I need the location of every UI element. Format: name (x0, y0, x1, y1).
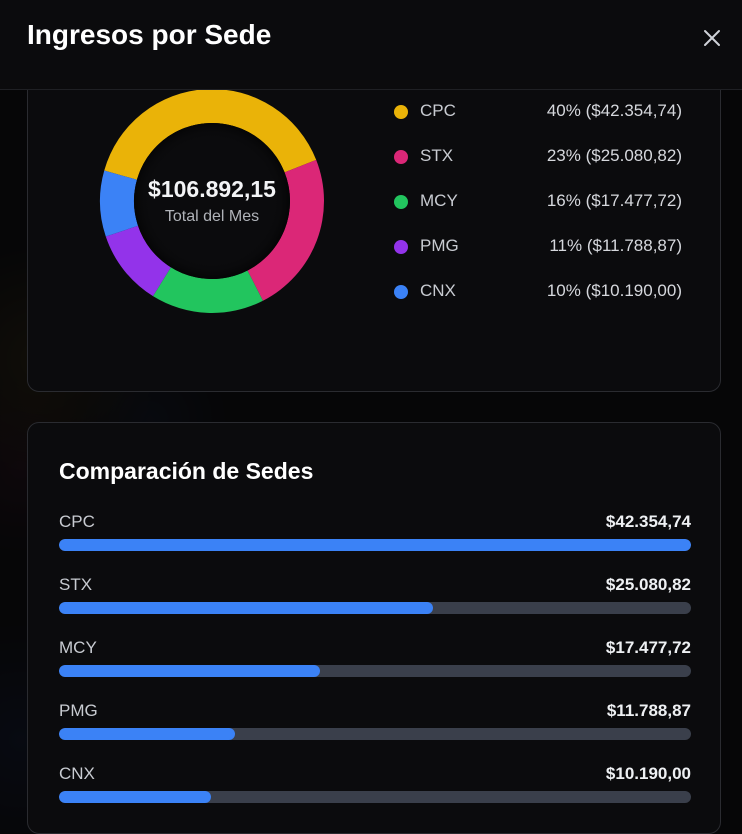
legend-name-cnx: CNX (420, 281, 456, 300)
bar-value-cpc: $42.354,74 (605, 512, 691, 531)
bar-track-mcy (59, 665, 691, 677)
donut-legend: CPC 40% ($42.354,74) STX 23% ($25.080,82… (394, 100, 684, 325)
bar-fill-stx (59, 602, 434, 614)
distribution-card: $106.892,15 Total del Mes CPC 40% ($42.3… (27, 40, 721, 392)
close-icon (704, 30, 720, 46)
donut-slice-cnx[interactable] (99, 170, 139, 237)
bar-label-cnx: CNX (59, 764, 95, 783)
legend-value-stx: 23% ($25.080,82) (546, 146, 682, 165)
legend-item-cnx: CNX 10% ($10.190,00) (394, 280, 684, 325)
bar-fill-mcy (59, 665, 320, 677)
legend-value-mcy: 16% ($17.477,72) (546, 191, 682, 210)
modal-title: Ingresos por Sede (27, 19, 272, 50)
bar-label-mcy: MCY (59, 638, 97, 657)
bar-track-cpc (59, 539, 691, 551)
bar-track-cnx (59, 791, 691, 803)
bar-row-cnx: CNX $10.190,00 (59, 762, 691, 825)
bar-track-pmg (59, 728, 691, 740)
modal-header: Ingresos por Sede (0, 0, 742, 90)
legend-name-cpc: CPC (420, 101, 456, 120)
bar-value-pmg: $11.788,87 (606, 701, 691, 720)
legend-name-stx: STX (420, 146, 454, 165)
legend-dot-mcy (394, 195, 408, 209)
bar-row-stx: STX $25.080,82 (59, 573, 691, 636)
bar-fill-pmg (59, 728, 235, 740)
legend-dot-cpc (394, 105, 408, 119)
legend-item-pmg: PMG 11% ($11.788,87) (394, 235, 684, 280)
bar-fill-cpc (59, 539, 691, 551)
bar-value-cnx: $10.190,00 (605, 764, 691, 783)
bar-value-stx: $25.080,82 (605, 575, 691, 594)
donut-svg (99, 88, 324, 313)
bar-label-cpc: CPC (59, 512, 95, 531)
legend-dot-stx (394, 150, 408, 164)
bar-row-mcy: MCY $17.477,72 (59, 636, 691, 699)
donut-slice-mcy[interactable] (152, 267, 263, 313)
bar-row-cpc: CPC $42.354,74 (59, 510, 691, 573)
donut-slice-stx[interactable] (247, 159, 324, 301)
legend-name-mcy: MCY (420, 191, 458, 210)
bar-label-pmg: PMG (59, 701, 98, 720)
legend-dot-pmg (394, 240, 408, 254)
donut-chart: $106.892,15 Total del Mes (99, 88, 325, 314)
comparison-title: Comparación de Sedes (59, 458, 314, 484)
legend-value-cpc: 40% ($42.354,74) (546, 101, 682, 120)
bar-label-stx: STX (59, 575, 93, 594)
comparison-card: Comparación de Sedes CPC $42.354,74 STX … (27, 422, 721, 834)
bar-row-pmg: PMG $11.788,87 (59, 699, 691, 762)
bar-track-stx (59, 602, 691, 614)
legend-name-pmg: PMG (420, 236, 459, 255)
legend-dot-cnx (394, 285, 408, 299)
legend-item-cpc: CPC 40% ($42.354,74) (394, 100, 684, 145)
legend-item-stx: STX 23% ($25.080,82) (394, 145, 684, 190)
legend-value-pmg: 11% ($11.788,87) (549, 236, 682, 255)
bar-fill-cnx (59, 791, 212, 803)
donut-center: $106.892,15 Total del Mes (99, 88, 325, 314)
donut-slice-cpc[interactable] (104, 88, 317, 180)
legend-value-cnx: 10% ($10.190,00) (546, 281, 682, 300)
donut-total-label: Total del Mes (164, 208, 260, 225)
close-button[interactable] (700, 26, 724, 50)
comparison-bars: CPC $42.354,74 STX $25.080,82 MCY $17.47… (59, 510, 691, 825)
bar-value-mcy: $17.477,72 (605, 638, 691, 657)
donut-total-value: $106.892,15 (148, 176, 276, 202)
donut-hole-shadow (134, 123, 290, 279)
legend-item-mcy: MCY 16% ($17.477,72) (394, 190, 684, 235)
donut-slice-pmg[interactable] (105, 225, 171, 297)
